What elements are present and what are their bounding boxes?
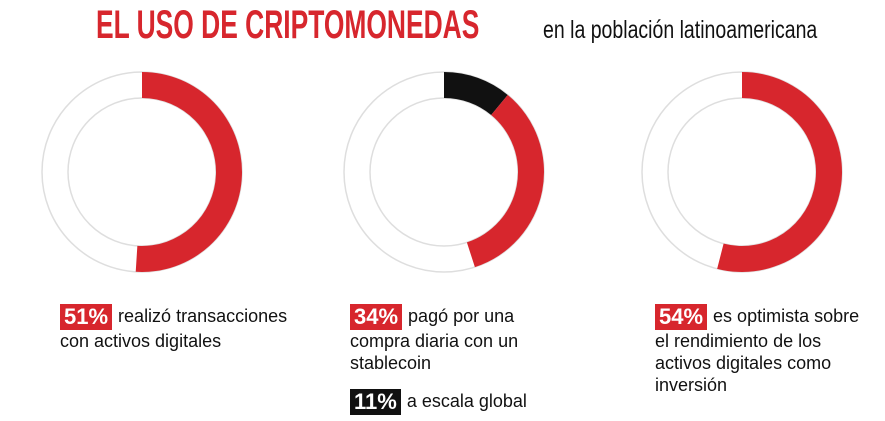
caption-2: 34% pagó por una compra diaria con un sta… [350,304,550,374]
header: EL USO DE CRIPTOMONEDAS en la población … [96,0,885,50]
donut-slice-11pct [444,72,508,115]
donut-slice-54pct [717,72,842,272]
donut-slice-51pct [135,72,243,272]
caption-text: pagó por una compra diaria con un stable… [350,306,519,373]
percent-badge: 54% [655,304,708,330]
caption-text-global: a escala global [406,391,527,411]
donut-inner-ring [369,97,519,247]
percent-badge: 34% [350,304,403,330]
caption-3: 54% es optimista sobre el rendimiento de … [655,304,860,396]
donut-inner-ring [67,97,217,247]
donut-slice-34pct [466,94,544,268]
caption-1: 51% realizó transacciones con activos dig… [60,304,290,352]
donut-inner-ring [667,97,817,247]
caption-text: realizó transacciones con activos digita… [60,306,288,351]
donut-chart-1 [41,71,243,273]
percent-badge: 51% [60,304,113,330]
caption-text: es optimista sobre el rendimiento de los… [655,306,860,395]
page-title: EL USO DE CRIPTOMONEDAS [96,3,480,47]
page-subtitle: en la población latinoamericana [542,16,818,44]
percent-badge-global: 11% [350,389,401,415]
caption-2-global: 11% a escala global [350,388,527,415]
donut-chart-3 [641,71,843,273]
donut-chart-2 [343,71,545,273]
